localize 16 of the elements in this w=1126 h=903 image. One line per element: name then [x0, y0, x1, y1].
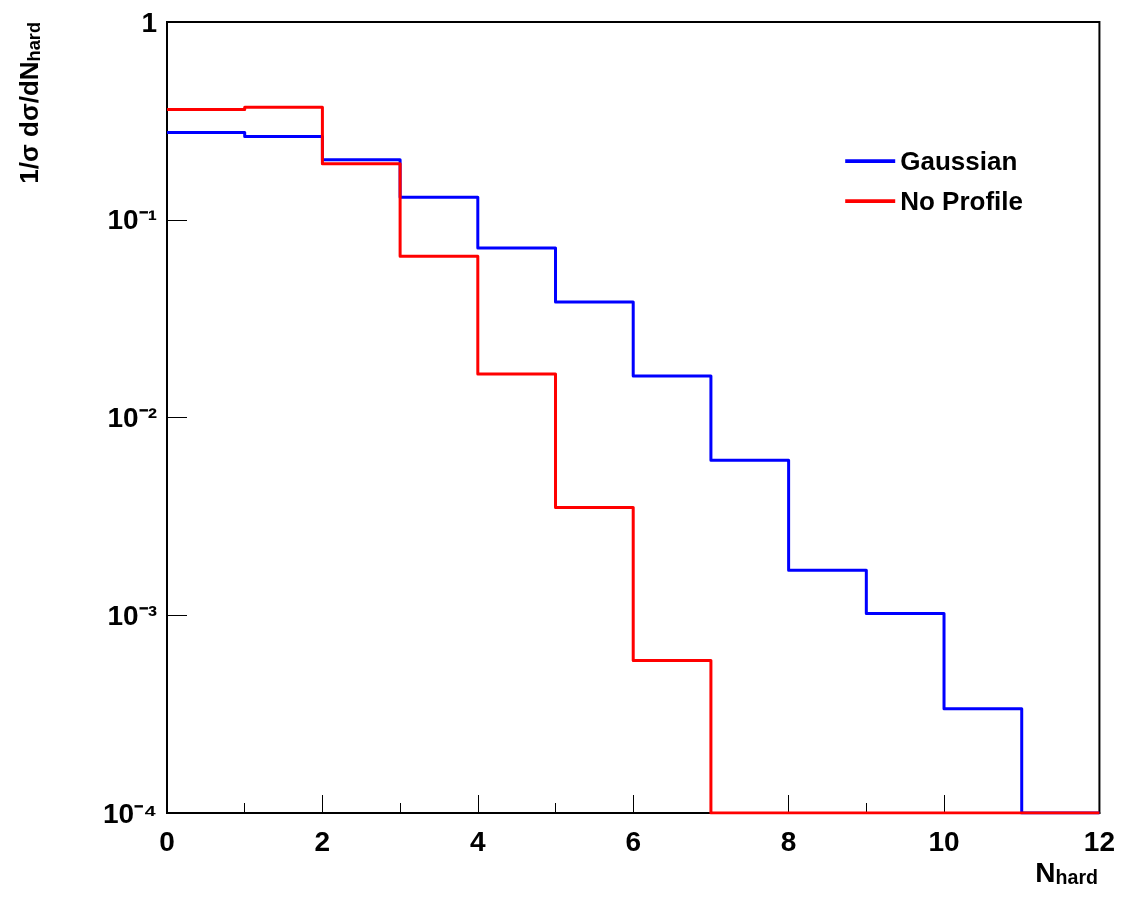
y-tick-label: 1	[141, 6, 157, 38]
x-tick-label: 12	[1083, 825, 1116, 857]
x-tick-label: 4	[470, 825, 487, 857]
x-tick-label: 2	[314, 825, 331, 857]
y-tick-label: 10⁻¹	[107, 204, 157, 236]
y-tick-label: 10⁻²	[107, 402, 157, 433]
x-tick-label: 10	[928, 825, 960, 857]
y-axis-title: 1/σ dσ/dNhard	[14, 21, 44, 184]
x-tick-label: 0	[159, 825, 175, 857]
x-axis-title: Nhard	[1035, 856, 1099, 888]
legend-label: Gaussian	[900, 146, 1018, 176]
legend-label: No Profile	[900, 186, 1024, 216]
y-tick-label: 10⁻³	[107, 599, 157, 631]
x-tick-label: 6	[625, 825, 641, 857]
x-tick-label: 8	[780, 825, 797, 857]
y-tick-label: 10⁻⁴	[103, 797, 157, 829]
